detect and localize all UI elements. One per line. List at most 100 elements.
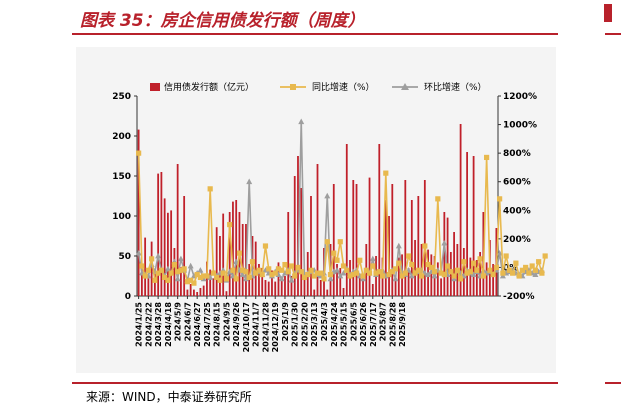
bar bbox=[316, 164, 319, 296]
line-point bbox=[266, 266, 272, 272]
line-point bbox=[516, 273, 522, 279]
bar bbox=[319, 280, 322, 296]
line-point bbox=[295, 264, 301, 271]
x-tick-label: 2024/6/7 bbox=[183, 302, 192, 341]
legend-label: 信用债发行额（亿元） bbox=[164, 81, 254, 93]
line-point bbox=[298, 269, 304, 275]
line-point bbox=[220, 270, 226, 276]
line-point bbox=[288, 277, 295, 283]
line-point bbox=[165, 277, 171, 283]
line-point bbox=[344, 267, 350, 273]
line-point bbox=[386, 271, 392, 278]
y-left-tick-label: 250 bbox=[112, 92, 131, 102]
bar bbox=[391, 184, 394, 296]
line-point bbox=[444, 263, 451, 269]
y-left-tick-label: 100 bbox=[112, 212, 131, 222]
line-point bbox=[337, 239, 343, 245]
bar bbox=[258, 264, 260, 296]
line-point bbox=[461, 259, 467, 265]
line-point bbox=[422, 243, 428, 249]
bar bbox=[440, 278, 442, 296]
bar bbox=[300, 188, 303, 296]
bar bbox=[173, 248, 176, 296]
bar bbox=[410, 200, 413, 296]
line-point bbox=[510, 270, 516, 276]
bar bbox=[414, 240, 416, 296]
bar bbox=[144, 237, 147, 296]
line-point bbox=[178, 267, 184, 273]
line-point bbox=[243, 269, 249, 275]
bar bbox=[199, 288, 202, 296]
line-point bbox=[353, 270, 360, 276]
line-point bbox=[513, 260, 519, 266]
legend-label: 环比增速（%） bbox=[424, 81, 487, 93]
line-point bbox=[174, 275, 181, 282]
line-point bbox=[431, 269, 438, 275]
bar bbox=[384, 200, 387, 296]
x-tick-label: 2024/11/7 bbox=[252, 302, 261, 347]
bottom-rule bbox=[72, 382, 558, 384]
line-point bbox=[532, 271, 539, 277]
bar bbox=[352, 180, 355, 296]
line-point bbox=[305, 271, 311, 278]
bar bbox=[443, 212, 446, 296]
line-point bbox=[288, 263, 295, 269]
line-point bbox=[327, 275, 334, 282]
line-point bbox=[441, 271, 447, 278]
x-tick-label: 2024/6/27 bbox=[193, 302, 202, 347]
line-point bbox=[162, 274, 168, 281]
line-point bbox=[279, 267, 285, 273]
bar bbox=[160, 172, 163, 296]
bar bbox=[212, 278, 215, 296]
line-point bbox=[223, 276, 230, 282]
line-point bbox=[497, 196, 503, 202]
bar bbox=[209, 269, 212, 296]
y-right-tick-label: 800% bbox=[503, 149, 531, 159]
bar bbox=[228, 212, 231, 296]
bar bbox=[342, 288, 345, 296]
line-point bbox=[285, 269, 291, 275]
bar bbox=[157, 173, 160, 296]
line-point bbox=[158, 267, 164, 273]
x-tick-label: 2024/7/25 bbox=[203, 302, 212, 347]
line-point bbox=[227, 221, 233, 228]
line-point bbox=[272, 270, 278, 276]
bar bbox=[362, 273, 364, 296]
y-right-tick-label: 1200% bbox=[503, 92, 537, 102]
line-point bbox=[236, 250, 243, 256]
line-point bbox=[457, 276, 464, 282]
line-point bbox=[210, 270, 217, 276]
line-point bbox=[201, 273, 207, 279]
line-point bbox=[311, 273, 317, 279]
line-point bbox=[187, 262, 194, 269]
line-point bbox=[194, 271, 200, 278]
x-tick-label: 2024/4/18 bbox=[164, 302, 173, 347]
line-point bbox=[269, 271, 275, 278]
bar bbox=[167, 212, 169, 296]
line-point bbox=[441, 239, 448, 246]
source-note: 来源：WIND，中泰证券研究所 bbox=[86, 390, 252, 404]
line-point bbox=[470, 271, 477, 277]
legend-label: 同比增速（%） bbox=[312, 81, 375, 93]
line-point bbox=[471, 260, 477, 266]
line-point bbox=[428, 264, 434, 271]
line-point bbox=[412, 270, 418, 276]
adjacent-title-rule bbox=[605, 33, 621, 35]
title-rule bbox=[72, 33, 558, 35]
line-point bbox=[197, 267, 204, 273]
line-point bbox=[197, 274, 204, 281]
line-point bbox=[142, 273, 148, 279]
line-point bbox=[425, 261, 431, 268]
bar bbox=[180, 267, 182, 296]
bar bbox=[469, 257, 472, 296]
line-point bbox=[253, 270, 259, 276]
bar bbox=[183, 196, 186, 296]
x-tick-label: 2025/8/28 bbox=[388, 302, 397, 347]
bar bbox=[140, 264, 143, 296]
x-tick-label: 2025/7/17 bbox=[369, 302, 378, 347]
line-point bbox=[392, 266, 399, 272]
line-point bbox=[366, 270, 373, 276]
bar bbox=[193, 289, 195, 296]
line-point bbox=[136, 150, 142, 156]
bar bbox=[287, 212, 290, 296]
